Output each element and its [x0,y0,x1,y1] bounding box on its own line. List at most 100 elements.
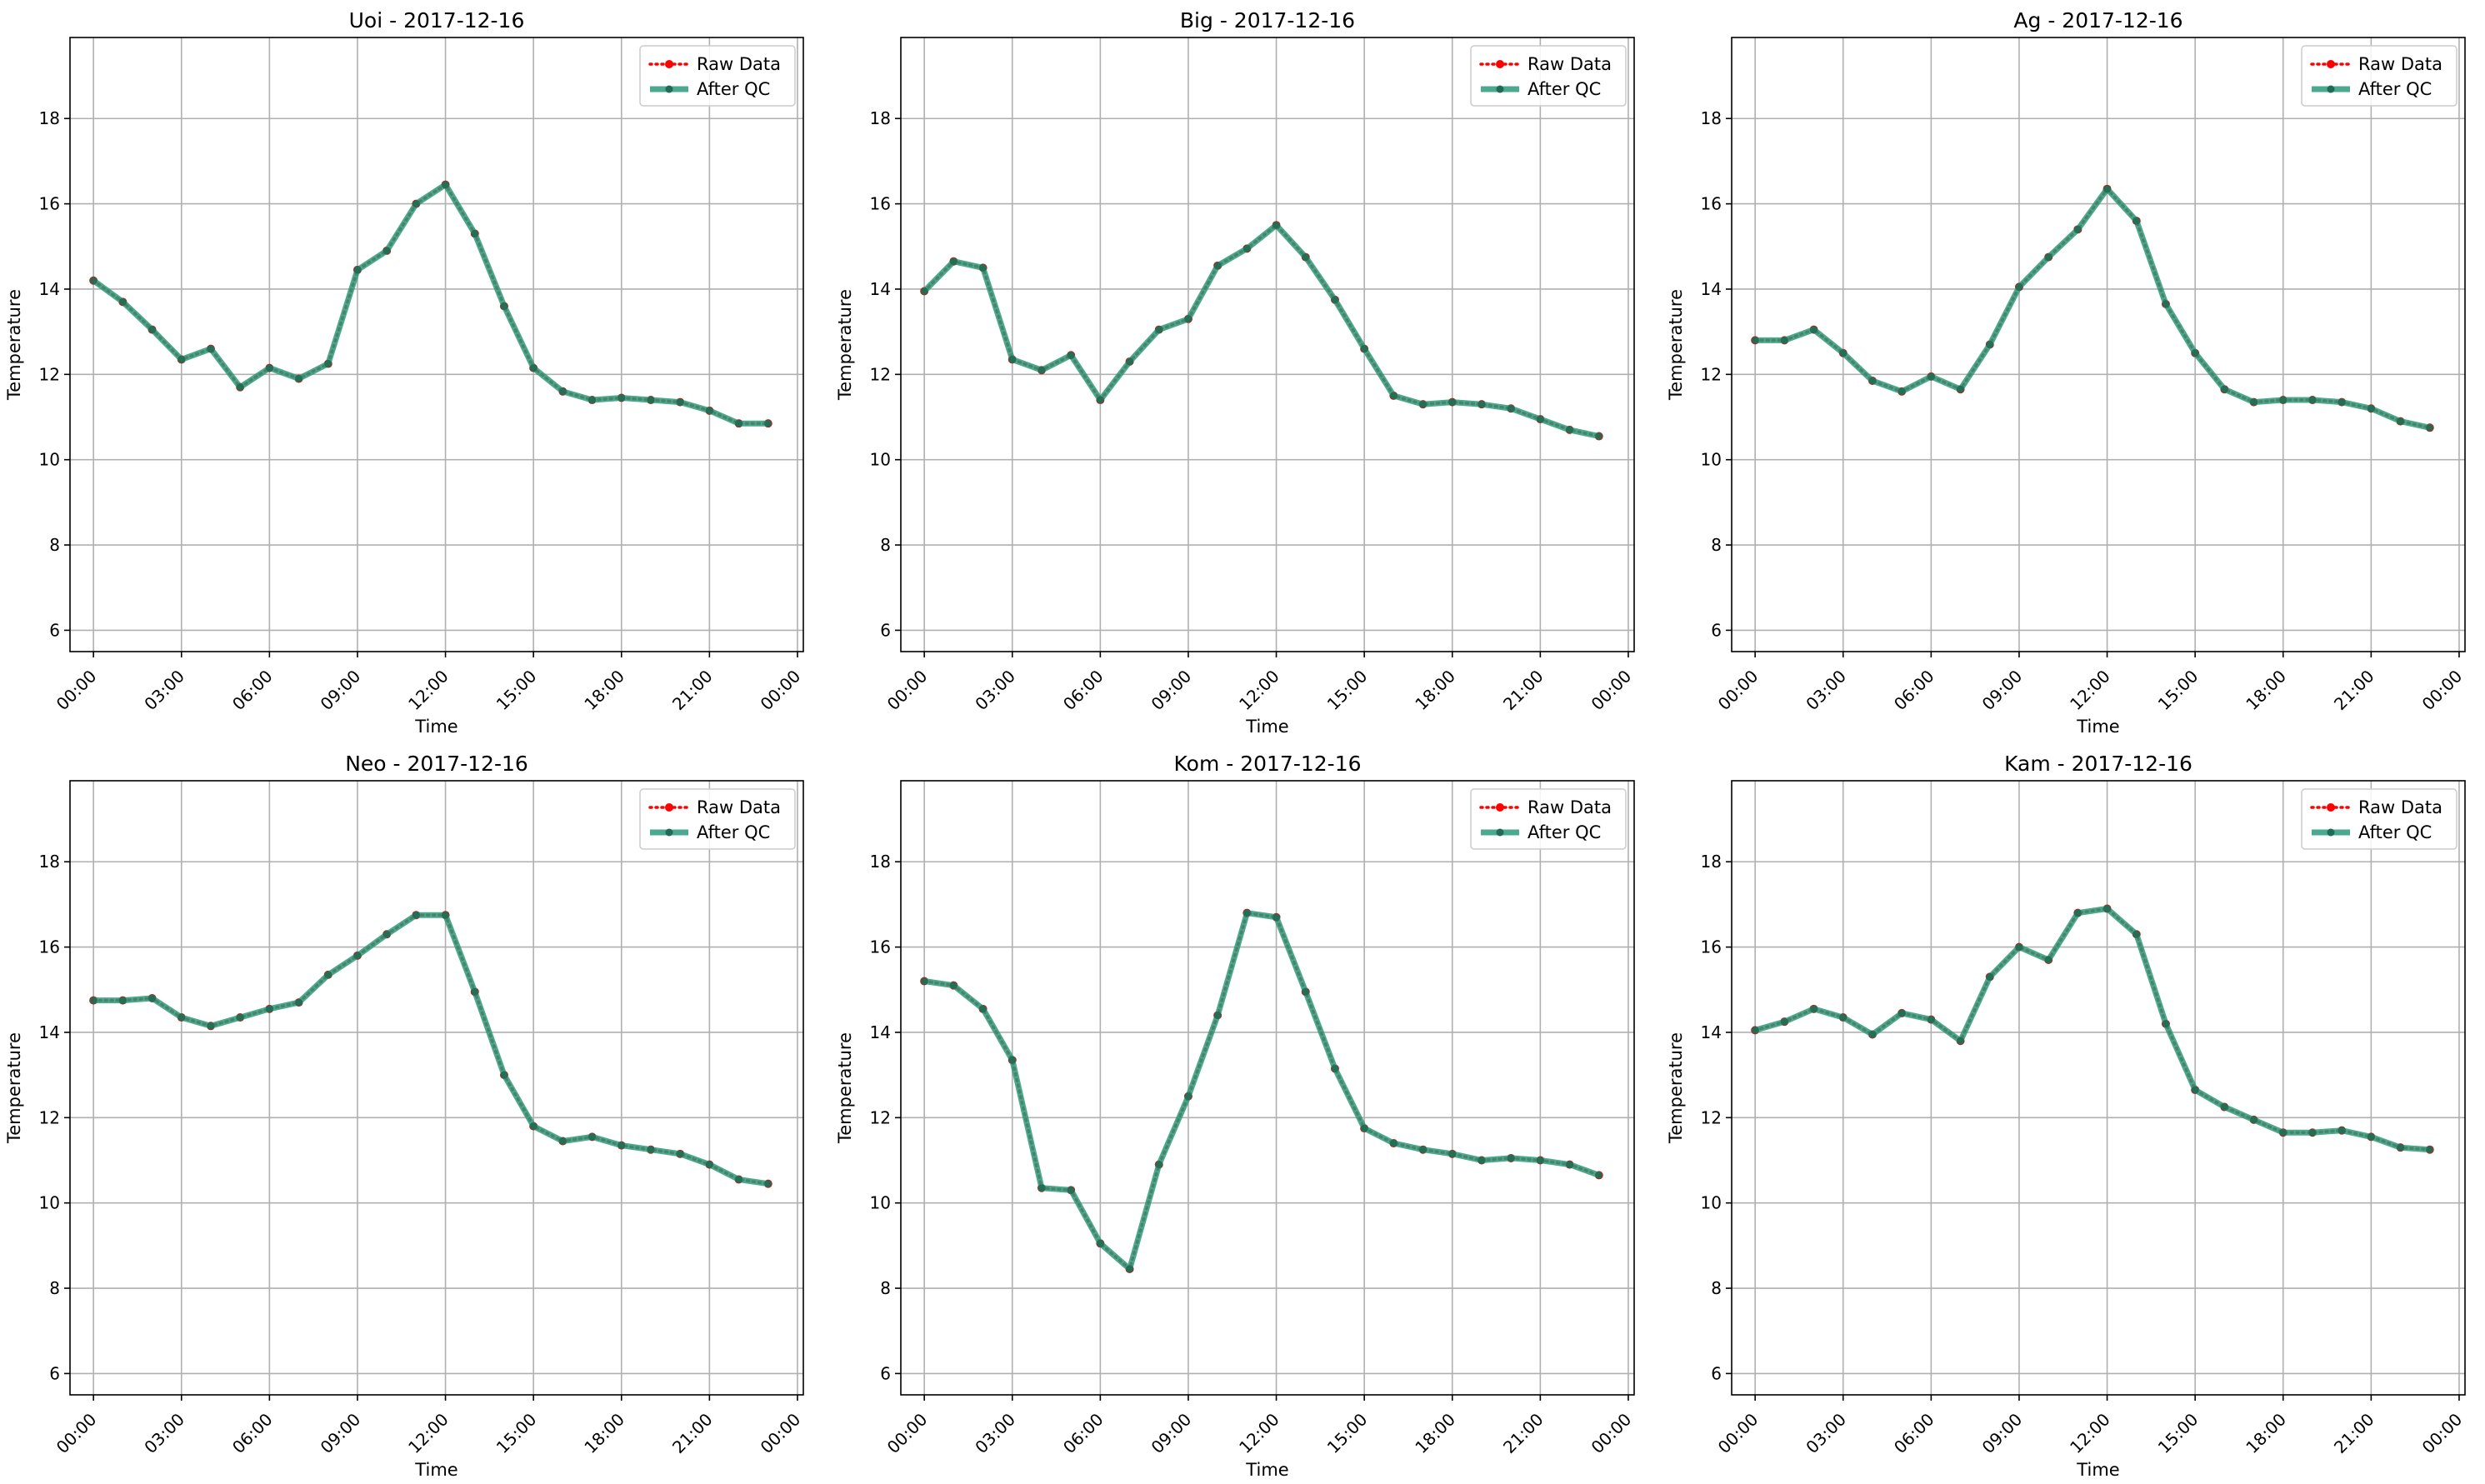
point-after-qc [2279,1128,2288,1137]
y-tick-label: 12 [39,1107,60,1127]
point-after-qc [1242,244,1251,252]
plot-frame [1731,780,2466,1396]
point-after-qc [1389,392,1398,400]
point-after-qc [1839,349,1848,357]
point-after-qc [2073,909,2082,917]
x-axis-label: Time [1245,1460,1288,1480]
point-after-qc [236,383,244,392]
point-after-qc [1067,1186,1075,1194]
point-after-qc [979,263,988,272]
point-after-qc [2220,385,2228,393]
series-line-raw-data [922,911,1601,1272]
x-axis-label: Time [414,1460,458,1480]
y-tick-label: 8 [1711,1278,1722,1298]
y-tick-label: 12 [39,364,60,384]
y-tick-label: 18 [870,852,891,872]
point-after-qc [1155,326,1163,334]
chart-panel-4: 00:00 03:00 06:00 09:00 12:00 15:00 18:00 21:00… [4,752,804,1480]
x-axis-label: Time [414,717,458,737]
point-after-qc [1868,1031,1877,1039]
point-after-qc [265,1005,273,1013]
point-after-qc [236,1013,244,1022]
legend-marker-raw-data [1496,803,1504,812]
x-tick-label: 00:00 [757,666,805,714]
point-after-qc [412,911,420,919]
point-after-qc [1242,909,1251,917]
point-after-qc [295,374,303,382]
point-after-qc [588,396,597,404]
point-after-qc [442,911,450,919]
point-after-qc [1272,913,1281,922]
point-after-qc [148,994,157,1002]
point-after-qc [1478,1157,1486,1165]
y-axis-label: Temperature [1666,1032,1686,1144]
point-after-qc [2162,300,2170,308]
point-after-qc [1038,366,1046,374]
x-tick-label: 00:00 [1714,666,1762,714]
point-after-qc [1478,400,1486,408]
point-after-qc [2191,1086,2199,1094]
y-tick-label: 12 [870,1107,891,1127]
point-after-qc [1331,296,1339,304]
x-tick-label: 15:00 [2154,666,2202,714]
point-after-qc [148,326,157,334]
y-tick-label: 16 [39,194,60,214]
y-tick-label: 10 [870,450,891,470]
point-after-qc [949,982,958,990]
point-after-qc [324,360,332,368]
x-tick-label: 18:00 [2242,666,2290,714]
y-tick-label: 10 [39,1193,60,1213]
point-after-qc [1566,1161,1574,1169]
x-tick-label: 12:00 [1235,666,1283,714]
x-tick-label: 09:00 [317,1409,365,1457]
point-after-qc [1868,377,1877,385]
point-after-qc [1096,396,1104,404]
legend: Raw Data After QC [2301,788,2458,850]
point-after-qc [2015,282,2023,291]
point-after-qc [1213,1011,1222,1019]
point-after-qc [382,247,391,255]
chart-title: Kom - 2017-12-16 [1174,752,1362,776]
x-tick-label: 12:00 [1235,1409,1283,1457]
legend-marker-after-qc [1496,85,1504,93]
point-after-qc [1213,262,1222,270]
y-tick-label: 18 [39,108,60,128]
legend-label-after-qc: After QC [1528,822,1601,842]
point-after-qc [2308,396,2317,404]
y-tick-label: 6 [880,1363,891,1383]
point-after-qc [1898,1009,1906,1017]
point-after-qc [2162,1020,2170,1028]
plot-frame [900,37,1635,652]
x-tick-label: 12:00 [2066,666,2114,714]
point-after-qc [1360,345,1368,353]
point-after-qc [529,1122,538,1131]
series-line-after-qc [93,912,769,1187]
point-after-qc [1566,426,1574,434]
point-after-qc [1184,315,1192,323]
series-line-raw-data [92,182,770,425]
point-after-qc [1927,1016,1935,1024]
y-axis-label: Temperature [4,1032,24,1144]
point-after-qc [2308,1128,2317,1137]
y-tick-label: 8 [49,1278,60,1298]
point-after-qc [588,1132,597,1141]
point-after-qc [89,277,98,285]
point-after-qc [1595,432,1603,441]
point-after-qc [1810,1005,1818,1013]
x-tick-label: 06:00 [228,1409,277,1457]
plot-frame [69,37,804,652]
point-after-qc [1331,1064,1339,1072]
plot-frame [900,780,1635,1396]
point-after-qc [2250,1116,2258,1124]
x-tick-label: 03:00 [1802,666,1850,714]
y-tick-label: 12 [870,364,891,384]
legend-label-raw-data: Raw Data [1528,54,1612,74]
chart-panel-1: 00:00 03:00 06:00 09:00 12:00 15:00 18:00 21:00… [4,8,804,737]
point-after-qc [353,952,362,960]
x-tick-label: 03:00 [971,666,1019,714]
legend-label-raw-data: Raw Data [2358,797,2442,817]
y-tick-label: 8 [880,1278,891,1298]
x-tick-label: 15:00 [2154,1409,2202,1457]
legend-marker-after-qc [665,85,673,93]
